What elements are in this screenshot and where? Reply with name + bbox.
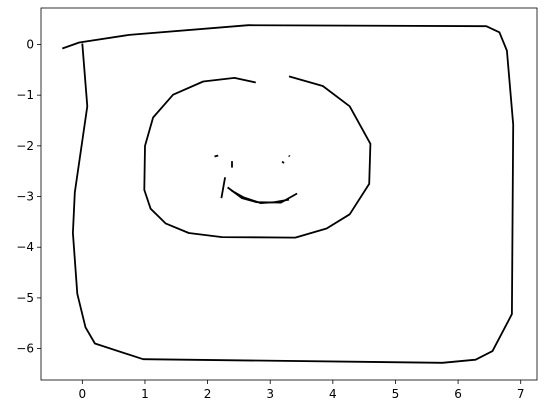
series-line-6 [288, 155, 291, 157]
x-tick-label: 7 [517, 387, 525, 401]
series-line-3 [214, 154, 219, 158]
x-tick-label: 1 [141, 387, 149, 401]
y-tick-label: −6 [16, 342, 34, 356]
y-tick-label: −4 [16, 240, 34, 254]
series-line-2 [143, 75, 372, 239]
y-tick-label: −2 [16, 139, 34, 153]
x-axis: 0 1 2 3 4 5 6 7 [79, 380, 525, 401]
axes-frame [40, 7, 538, 381]
x-tick-label: 5 [392, 387, 400, 401]
y-tick-label: 0 [26, 37, 34, 51]
series-line-7 [220, 177, 226, 199]
plot-content [61, 24, 515, 364]
series-line-5 [281, 160, 285, 164]
y-tick-label: −3 [16, 190, 34, 204]
x-tick-label: 4 [329, 387, 337, 401]
y-tick-label: −1 [16, 88, 34, 102]
x-tick-label: 6 [454, 387, 462, 401]
x-tick-label: 0 [79, 387, 87, 401]
x-tick-label: 2 [204, 387, 212, 401]
x-tick-label: 3 [266, 387, 274, 401]
y-tick-label: −5 [16, 291, 34, 305]
series-line-9 [230, 189, 290, 205]
series-line-1 [61, 24, 515, 364]
y-axis: 0 −1 −2 −3 −4 −5 −6 [16, 37, 41, 356]
